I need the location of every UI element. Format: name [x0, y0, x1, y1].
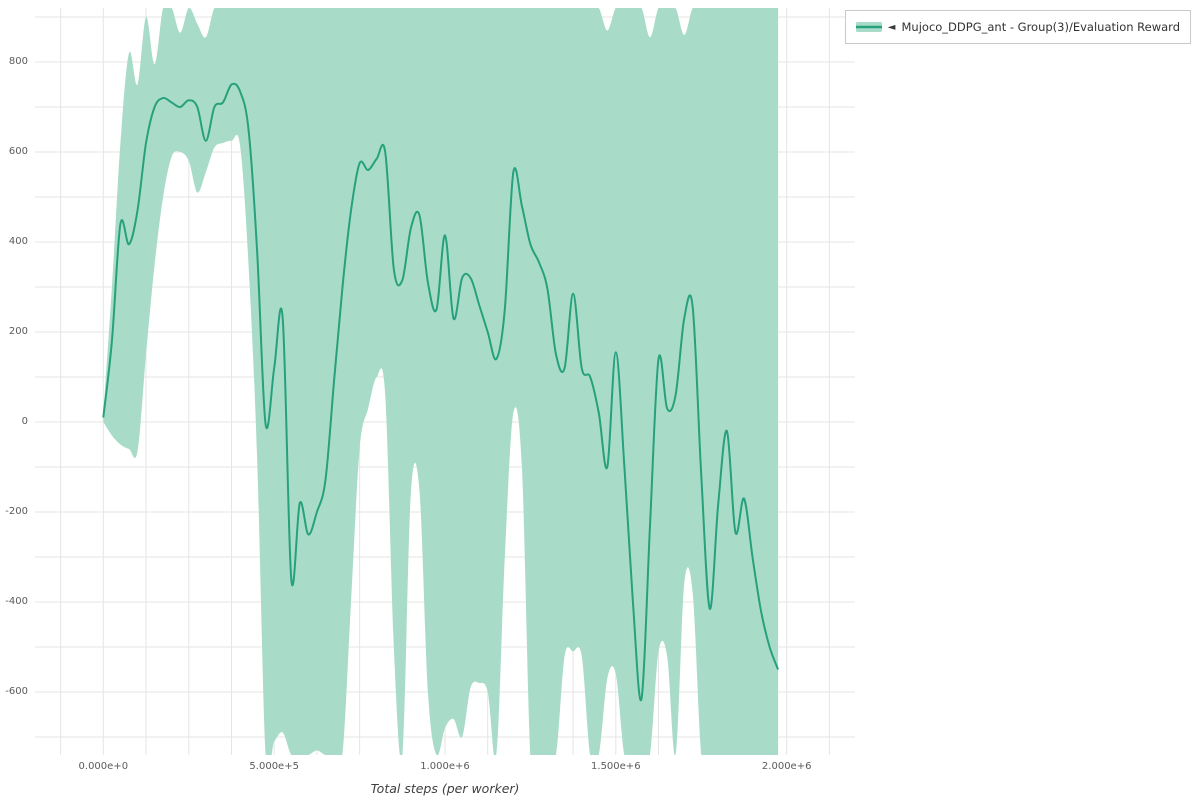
- y-tick-label: -400: [5, 596, 28, 607]
- legend-collapse-icon[interactable]: ◄: [887, 21, 896, 33]
- x-tick-label: 2.000e+6: [761, 761, 812, 772]
- legend-swatch-icon: [855, 22, 882, 32]
- y-tick-label: 800: [8, 56, 28, 67]
- x-axis-ticks: 0.000e+0 5.000e+5 1.000e+6 1.500e+6 2.000e+6: [35, 761, 855, 777]
- y-tick-label: -200: [5, 506, 28, 517]
- y-tick-label: 600: [8, 146, 28, 157]
- x-tick-label: 0.000e+0: [78, 761, 129, 772]
- confidence-band: [103, 8, 779, 755]
- y-axis-ticks: 800 600 400 200 0 -200 -400 -600: [0, 8, 30, 755]
- legend[interactable]: ◄ Mujoco_DDPG_ant - Group(3)/Evaluation …: [844, 10, 1191, 44]
- x-axis-title: Total steps (per worker): [370, 781, 520, 796]
- y-tick-label: 0: [21, 416, 28, 427]
- y-tick-label: 400: [8, 236, 28, 247]
- mean-line: [102, 82, 780, 702]
- chart-canvas[interactable]: [35, 8, 855, 755]
- plot-area[interactable]: [35, 8, 855, 755]
- x-tick-label: 5.000e+5: [249, 761, 299, 772]
- x-tick-label: 1.000e+6: [420, 761, 470, 772]
- y-tick-label: 200: [8, 326, 28, 337]
- legend-label: Mujoco_DDPG_ant - Group(3)/Evaluation Re…: [901, 20, 1181, 34]
- y-tick-label: -600: [5, 686, 28, 697]
- x-tick-label: 1.500e+6: [591, 761, 641, 772]
